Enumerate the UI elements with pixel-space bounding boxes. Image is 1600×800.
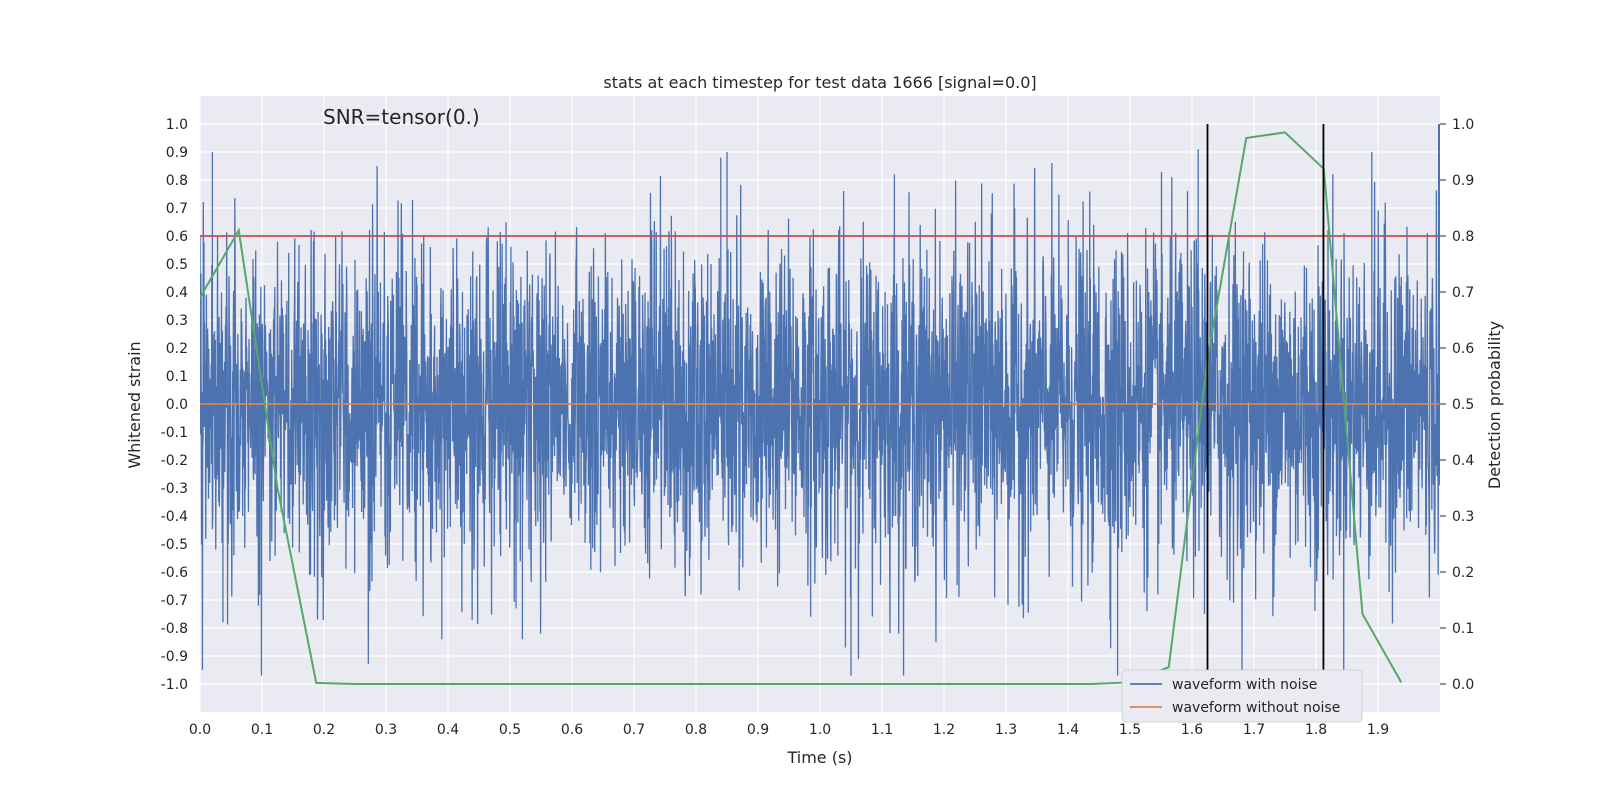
y-tick-label: 0.9 [166,145,188,161]
x-tick-label: 1.2 [933,722,955,738]
y-tick-label: -0.6 [161,565,188,581]
x-tick-label: 1.5 [1119,722,1141,738]
y2-tick-label: 0.0 [1452,677,1474,693]
x-tick-label: 0.5 [499,722,521,738]
y2-tick-label: 0.5 [1452,397,1474,413]
y-tick-label: 0.0 [166,397,188,413]
y2-tick-label: 0.7 [1452,285,1474,301]
x-tick-label: 0.2 [313,722,335,738]
y-tick-label: 0.6 [166,229,188,245]
legend-label-clean: waveform without noise [1172,700,1340,716]
x-tick-label: 1.7 [1243,722,1265,738]
y2-tick-label: 0.3 [1452,509,1474,525]
y-tick-label: -0.8 [161,621,188,637]
x-axis-label: Time (s) [786,748,852,767]
y-tick-label: -0.1 [161,425,188,441]
x-tick-label: 0.1 [251,722,273,738]
x-tick-label: 0.7 [623,722,645,738]
snr-annotation: SNR=tensor(0.) [323,105,480,129]
y-tick-label: -0.7 [161,593,188,609]
x-tick-label: 0.9 [747,722,769,738]
legend-box [1121,669,1363,723]
y2-tick-label: 0.8 [1452,229,1474,245]
y2-axis-label: Detection probability [1485,321,1504,489]
x-tick-label: 0.3 [375,722,397,738]
y-tick-label: -0.4 [161,509,188,525]
y-axis-right: 1.0 0.9 0.8 0.7 0.6 0.5 0.4 0.3 0.2 0.1 0.0 [1440,117,1474,693]
y-tick-label: 0.5 [166,257,188,273]
x-tick-label: 0.4 [437,722,459,738]
chart-title: stats at each timestep for test data 166… [603,73,1036,92]
x-tick-label: 1.9 [1367,722,1389,738]
series-detection-probability [200,131,1403,685]
y-tick-label: -0.2 [161,453,188,469]
y-tick-label: -0.3 [161,481,188,497]
y-tick-label: 0.8 [166,173,188,189]
y-tick-label: -0.9 [161,649,188,665]
y2-tick-label: 1.0 [1452,117,1474,133]
x-axis: 0.0 0.1 0.2 0.3 0.4 0.5 0.6 0.7 0.8 0.9 1.0 1.1 1.2 1… [189,722,1389,738]
y-tick-label: -1.0 [161,677,188,693]
y2-tick-label: 0.2 [1452,565,1474,581]
y-tick-label: 1.0 [166,117,188,133]
y2-tick-label: 0.4 [1452,453,1474,469]
legend: waveform with noise waveform without noi… [1121,669,1363,723]
x-tick-label: 1.3 [995,722,1017,738]
x-tick-label: 1.6 [1181,722,1203,738]
plot-area [200,124,1440,685]
y-tick-label: 0.7 [166,201,188,217]
y-tick-label: 0.2 [166,341,188,357]
x-tick-label: 1.1 [871,722,893,738]
y-axis-label: Whitened strain [125,341,144,468]
y-tick-label: -0.5 [161,537,188,553]
x-tick-label: 0.8 [685,722,707,738]
y-tick-label: 0.3 [166,313,188,329]
y-tick-label: 0.4 [166,285,188,301]
x-tick-label: 1.8 [1305,722,1327,738]
legend-label-noise: waveform with noise [1172,677,1317,693]
y2-tick-label: 0.1 [1452,621,1474,637]
x-tick-label: 0.6 [561,722,583,738]
x-tick-label: 1.4 [1057,722,1079,738]
y-axis-left: 1.0 0.9 0.8 0.7 0.6 0.5 0.4 0.3 0.2 0.1 0.0 -0.1 -0.… [161,117,188,693]
x-tick-label: 1.0 [809,722,831,738]
x-tick-label: 0.0 [189,722,211,738]
y2-tick-label: 0.6 [1452,341,1474,357]
y2-tick-label: 0.9 [1452,173,1474,189]
y-tick-label: 0.1 [166,369,188,385]
